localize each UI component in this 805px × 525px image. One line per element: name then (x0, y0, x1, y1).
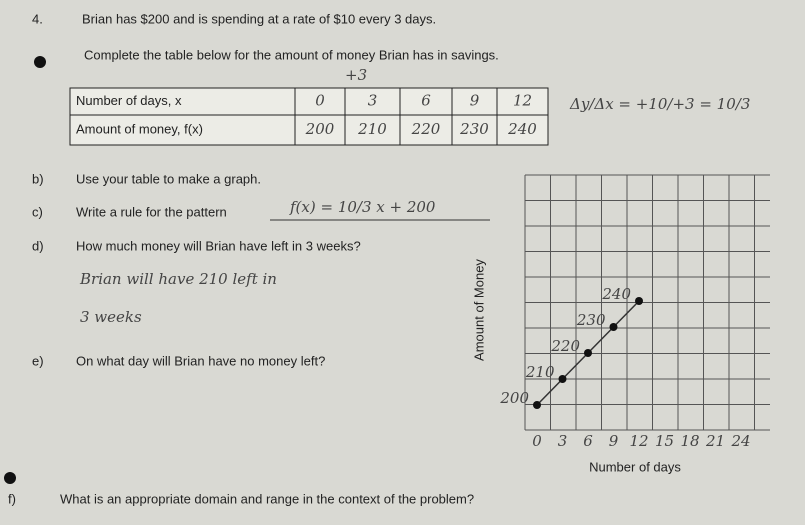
data-point (609, 323, 618, 331)
handwriting: f(x) = 10/3 x + 200 (289, 198, 436, 216)
table-cell: 12 (513, 92, 532, 110)
graph: 0 3 6 9 12 15 18 21 24 200 210 220 230 240 Number of d… (471, 174, 770, 474)
table: Number of days, x 0 3 6 9 12 Amount of money, … (69, 87, 549, 146)
part-text: Write a rule for the pattern (76, 204, 227, 219)
data-point (558, 375, 567, 383)
part-text: What is an appropriate domain and range … (60, 491, 474, 506)
handwriting: Δy/Δx = +10/+3 = 10/3 (569, 95, 750, 113)
table-cell: 0 (315, 92, 325, 110)
table-bg (69, 87, 549, 146)
x-tick-label: 0 (532, 432, 542, 450)
table-header: Number of days, x (76, 93, 182, 108)
y-tick-label: 220 (550, 337, 580, 355)
data-point (533, 401, 541, 409)
part-text: Use your table to make a graph. (76, 171, 261, 186)
table-cell: 9 (470, 92, 480, 110)
table-cell: 6 (421, 92, 431, 110)
table-header: Amount of money, f(x) (76, 121, 203, 136)
handwriting: 3 weeks (80, 308, 142, 326)
x-tick-label: 9 (609, 432, 619, 450)
y-axis-label: Amount of Money (471, 259, 486, 361)
table-cell: 220 (411, 120, 441, 138)
y-tick-label: 230 (576, 311, 606, 329)
x-tick-label: 12 (629, 432, 648, 450)
part-label: c) (32, 204, 43, 219)
handwriting: +3 (345, 66, 367, 84)
y-tick-label: 240 (601, 285, 631, 303)
x-tick-label: 18 (680, 432, 699, 450)
table-cell: 240 (507, 120, 537, 138)
part-text: How much money will Brian have left in 3… (76, 238, 361, 253)
x-tick-label: 6 (583, 432, 593, 450)
part-label: f) (8, 491, 16, 506)
x-tick-label: 15 (655, 432, 674, 450)
y-tick-label: 200 (499, 389, 529, 407)
x-tick-label: 3 (558, 432, 568, 450)
bullet (34, 56, 46, 68)
part-label: e) (32, 353, 44, 368)
part-label: b) (32, 171, 44, 186)
bullet (4, 472, 16, 484)
x-tick-label: 21 (705, 432, 725, 450)
x-tick-label: 24 (730, 432, 750, 450)
x-axis-label: Number of days (589, 459, 681, 474)
part-label: d) (32, 238, 44, 253)
table-cell: 200 (305, 120, 335, 138)
data-point (584, 349, 592, 357)
y-tick-label: 210 (525, 363, 555, 381)
question-number: 4. (32, 11, 43, 26)
table-cell: 230 (459, 120, 489, 138)
data-point (635, 297, 643, 305)
table-cell: 210 (357, 120, 387, 138)
table-cell: 3 (368, 92, 378, 110)
question-text: Brian has $200 and is spending at a rate… (82, 11, 436, 26)
handwriting: Brian will have 210 left in (79, 270, 277, 288)
part-text: On what day will Brian have no money lef… (76, 353, 325, 368)
part-text: Complete the table below for the amount … (84, 47, 499, 62)
